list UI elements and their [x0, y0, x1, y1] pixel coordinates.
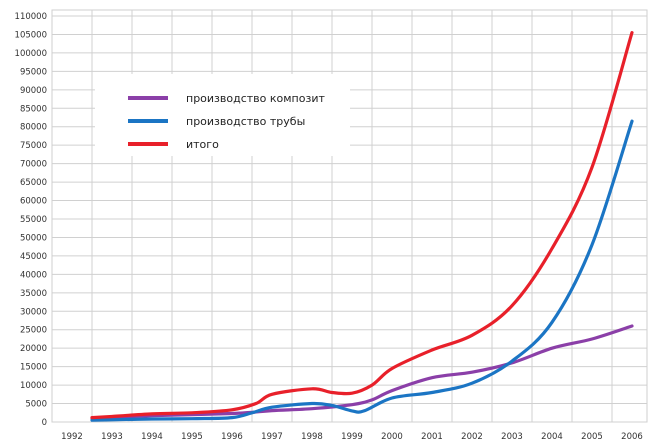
x-tick-label: 2001: [421, 432, 443, 442]
y-tick-label: 100000: [15, 49, 47, 59]
y-tick-label: 15000: [20, 363, 47, 373]
y-tick-label: 10000: [20, 381, 47, 391]
y-tick-label: 95000: [20, 67, 47, 77]
y-tick-label: 0: [42, 418, 47, 428]
y-tick-label: 65000: [20, 178, 47, 188]
x-tick-label: 2000: [381, 432, 403, 442]
y-tick-label: 5000: [25, 400, 47, 410]
x-tick-label: 2006: [621, 432, 643, 442]
y-axis-tick-labels: 0 5000 10000 15000 20000 25000 30000 35000 40000…: [15, 12, 47, 428]
legend-label-pipes: производство трубы: [186, 115, 305, 128]
y-tick-label: 105000: [15, 30, 47, 40]
x-tick-label: 2005: [581, 432, 603, 442]
x-tick-label: 1998: [301, 432, 323, 442]
legend-label-total: итого: [186, 138, 219, 151]
x-tick-label: 1997: [261, 432, 283, 442]
x-tick-label: 1995: [181, 432, 203, 442]
y-tick-label: 90000: [20, 86, 47, 96]
legend: производство композит производство трубы…: [95, 74, 350, 156]
x-tick-label: 1993: [101, 432, 123, 442]
vertical-gridlines: [91, 10, 613, 422]
y-tick-label: 80000: [20, 123, 47, 133]
y-tick-label: 70000: [20, 160, 47, 170]
y-tick-label: 35000: [20, 289, 47, 299]
x-tick-label: 1999: [341, 432, 363, 442]
x-tick-label: 2004: [541, 432, 563, 442]
series-line-composite: [90, 324, 634, 420]
horizontal-gridlines: [52, 15, 647, 423]
y-tick-label: 75000: [20, 141, 47, 151]
y-tick-label: 40000: [20, 270, 47, 280]
y-tick-label: 60000: [20, 197, 47, 207]
x-tick-label: 2002: [461, 432, 483, 442]
x-axis-tick-labels: 1992 1993 1994 1995 1996 1997 1998 1999 2000 2001…: [61, 432, 643, 442]
y-tick-label: 20000: [20, 344, 47, 354]
y-tick-label: 45000: [20, 252, 47, 262]
series-line-total: [90, 31, 634, 420]
series-line-pipes: [90, 119, 634, 422]
y-tick-label: 85000: [20, 104, 47, 114]
y-tick-label: 110000: [15, 12, 47, 22]
x-tick-label: 1994: [141, 432, 163, 442]
y-tick-label: 50000: [20, 233, 47, 243]
x-tick-label: 2003: [501, 432, 523, 442]
y-tick-label: 25000: [20, 326, 47, 336]
y-tick-label: 30000: [20, 307, 47, 317]
y-tick-label: 55000: [20, 215, 47, 225]
legend-label-composite: производство композит: [186, 92, 325, 105]
series-lines: [90, 31, 634, 422]
x-tick-label: 1996: [221, 432, 243, 442]
x-tick-label: 1992: [61, 432, 83, 442]
